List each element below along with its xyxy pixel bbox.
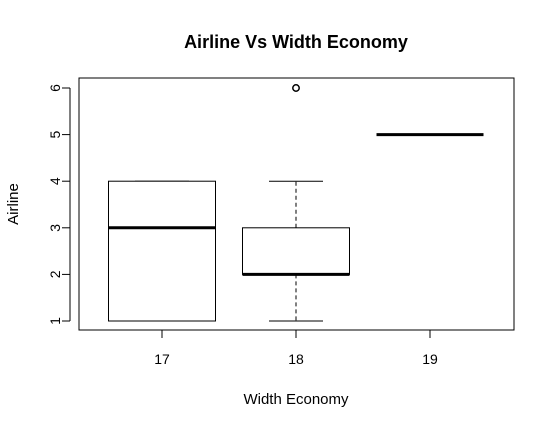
outlier-point — [292, 84, 300, 92]
y-tick-label-1: 1 — [47, 317, 63, 325]
boxes-layer — [108, 84, 484, 322]
x-tick-label-17: 17 — [154, 351, 170, 367]
x-axis-label: Width Economy — [243, 391, 349, 408]
y-tick-label-3: 3 — [47, 224, 63, 232]
chart-title: Airline Vs Width Economy — [184, 32, 408, 52]
y-tick-label-5: 5 — [47, 130, 63, 138]
y-axis: 1 2 3 4 5 6 — [47, 84, 71, 325]
y-tick-label-4: 4 — [47, 177, 63, 185]
x-tick-label-19: 19 — [422, 351, 438, 367]
x-axis: 17 18 19 — [154, 329, 438, 367]
x-tick-label-18: 18 — [288, 351, 304, 367]
y-axis-label: Airline — [5, 183, 22, 225]
y-tick-label-6: 6 — [47, 84, 63, 92]
box-group-18 — [242, 84, 350, 322]
box-body — [108, 180, 216, 322]
box-body — [242, 227, 350, 275]
box-group-17 — [108, 180, 216, 322]
y-tick-label-2: 2 — [47, 270, 63, 278]
